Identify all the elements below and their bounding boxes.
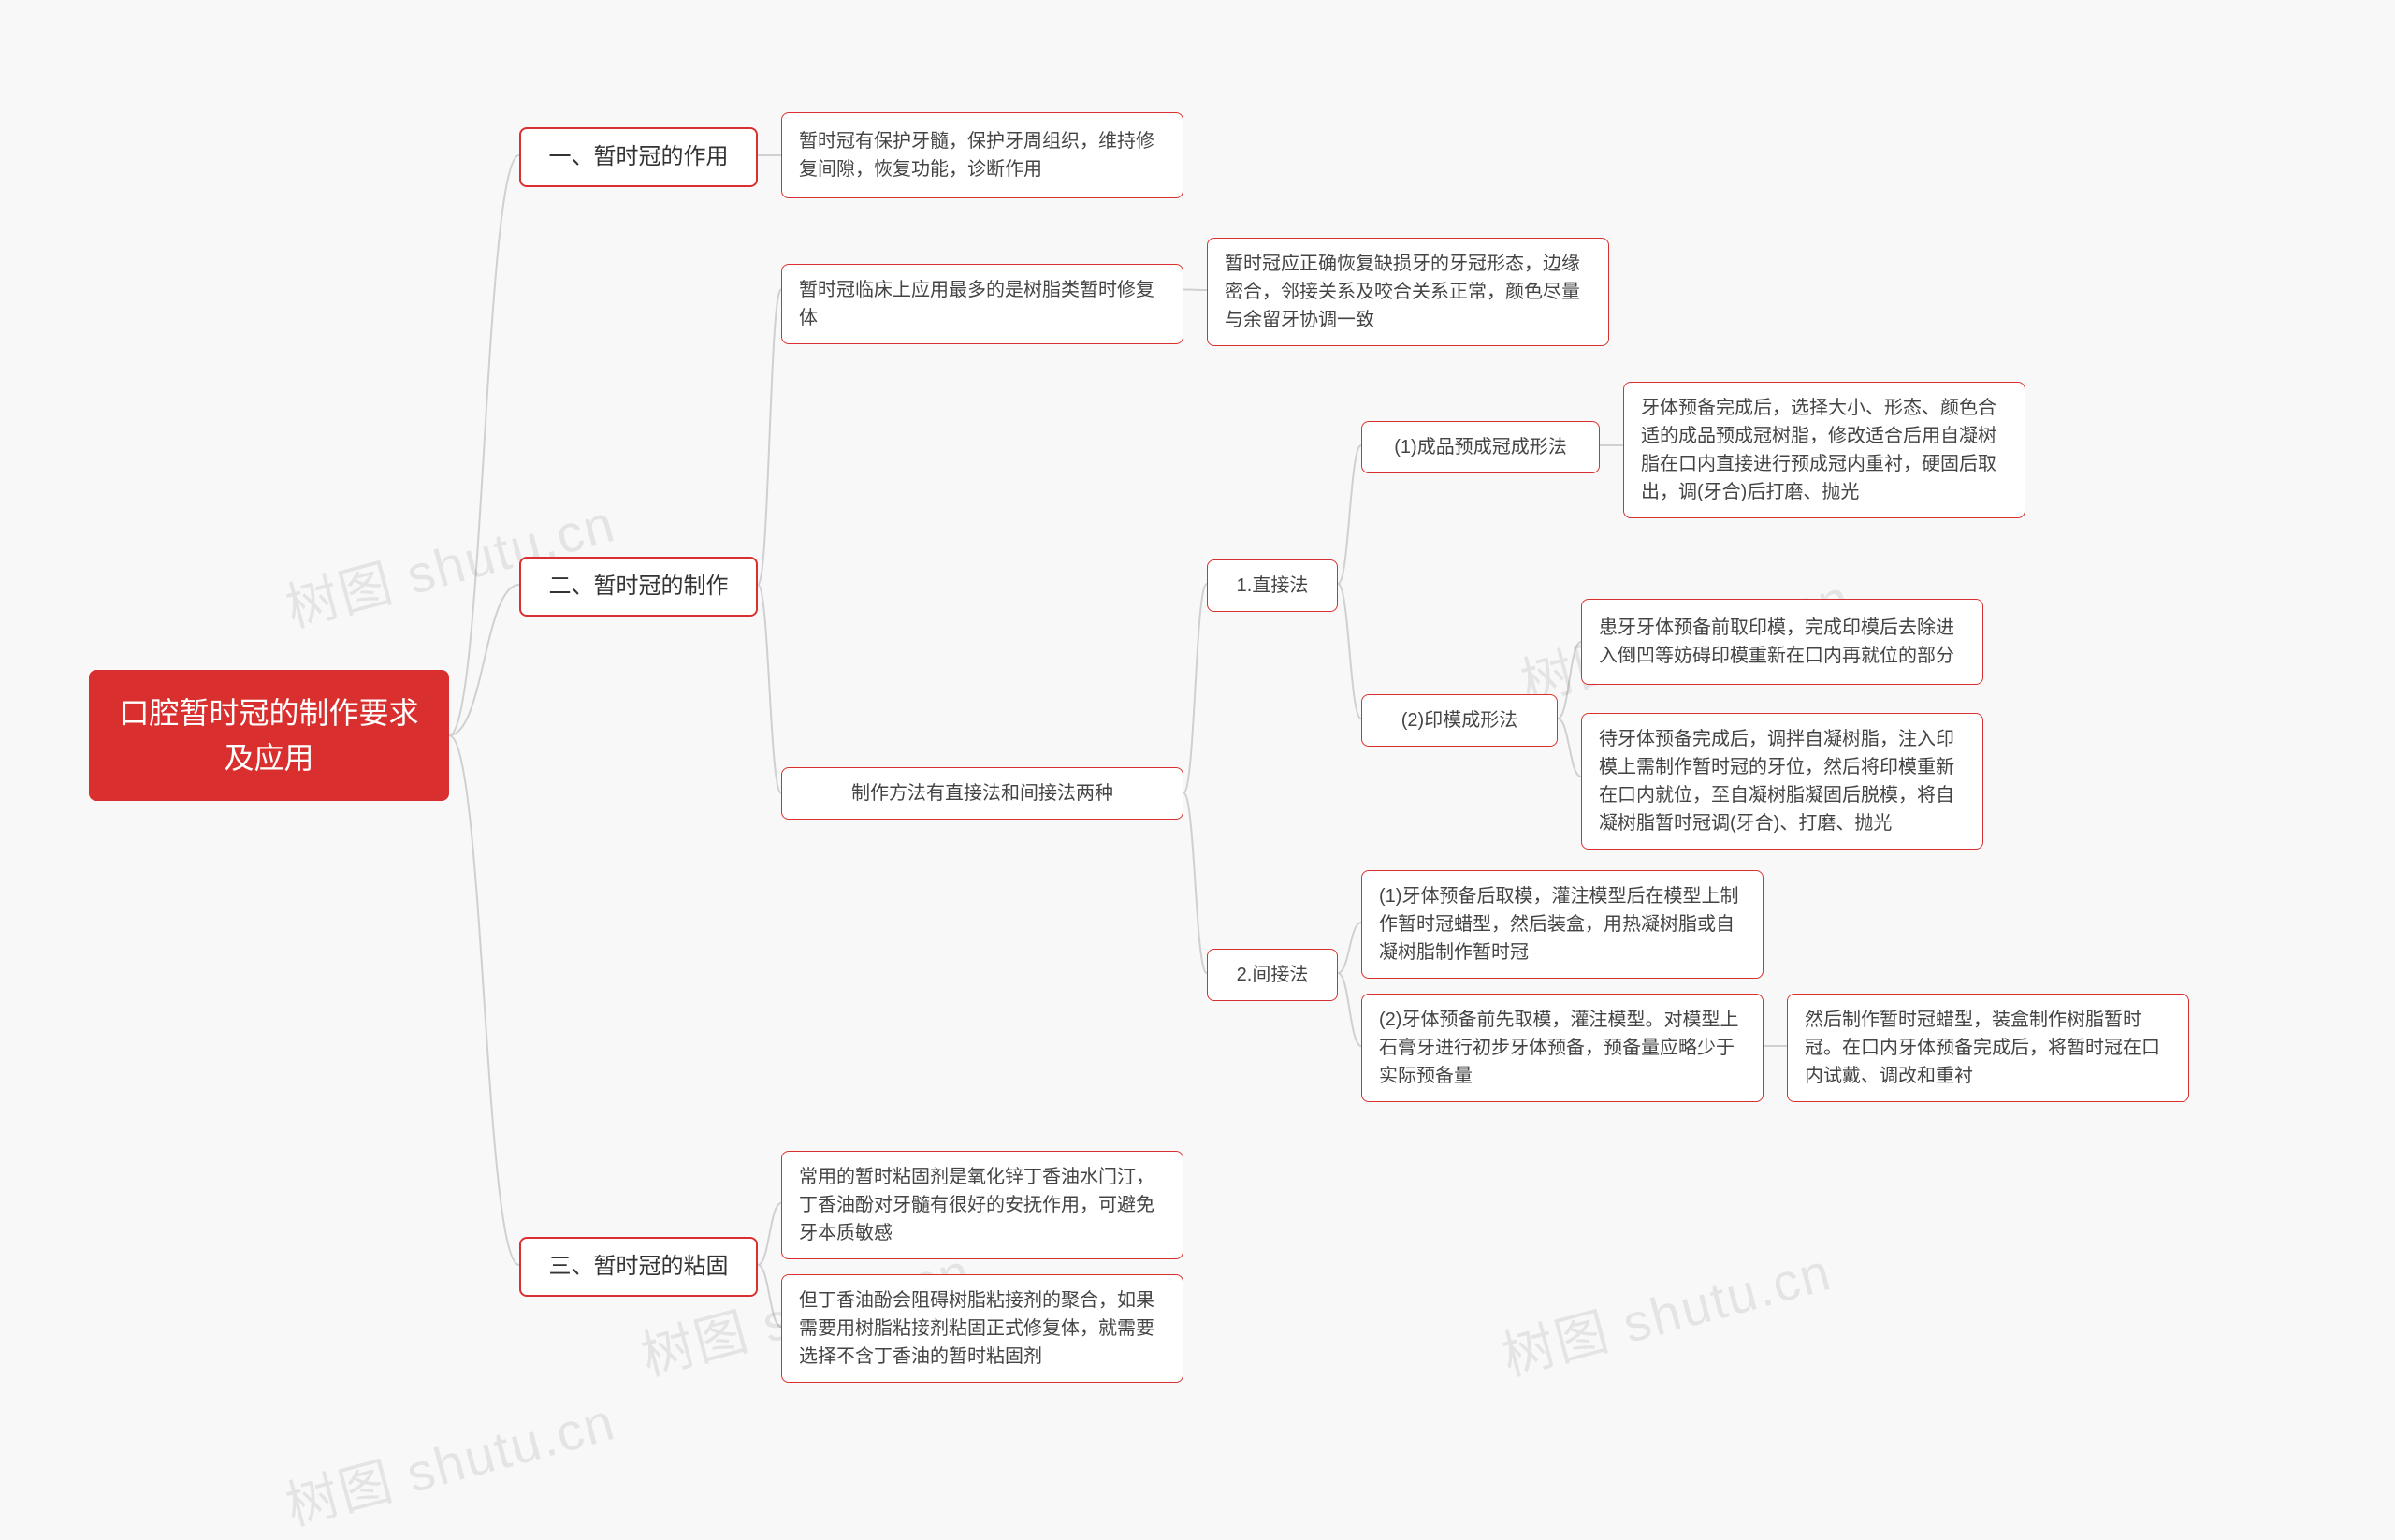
detail-node-s2a[interactable]: 暂时冠临床上应用最多的是树脂类暂时修复体 bbox=[781, 264, 1183, 344]
detail-node-m1[interactable]: 1.直接法 bbox=[1207, 559, 1338, 612]
watermark: 树图 shutu.cn bbox=[277, 1380, 623, 1540]
edge-m1b-m1b2 bbox=[1558, 719, 1581, 777]
detail-node-m2b1[interactable]: 然后制作暂时冠蜡型，装盒制作树脂暂时冠。在口内牙体预备完成后，将暂时冠在口内试戴… bbox=[1787, 994, 2189, 1102]
root-node[interactable]: 口腔暂时冠的制作要求及应用 bbox=[89, 670, 449, 801]
detail-node-m1b1[interactable]: 患牙牙体预备前取印模，完成印模后去除进入倒凹等妨碍印模重新在口内再就位的部分 bbox=[1581, 599, 1983, 685]
watermark: 树图 shutu.cn bbox=[1493, 1230, 1839, 1391]
detail-node-s3a[interactable]: 常用的暂时粘固剂是氧化锌丁香油水门汀，丁香油酚对牙髓有很好的安抚作用，可避免牙本… bbox=[781, 1151, 1183, 1259]
edge-m1-m1b bbox=[1338, 584, 1361, 719]
detail-node-m1b2[interactable]: 待牙体预备完成后，调拌自凝树脂，注入印模上需制作暂时冠的牙位，然后将印模重新在口… bbox=[1581, 713, 1983, 850]
edge-s3-s3a bbox=[758, 1203, 781, 1265]
edge-m2-m2b bbox=[1338, 973, 1361, 1046]
edge-s2b-m1 bbox=[1183, 584, 1207, 793]
edge-s2-s2a bbox=[758, 290, 781, 586]
edge-s2-s2b bbox=[758, 585, 781, 793]
edge-root-s3 bbox=[449, 735, 519, 1265]
section-node-s3[interactable]: 三、暂时冠的粘固 bbox=[519, 1237, 758, 1297]
edge-s2a-s2a1 bbox=[1183, 290, 1207, 291]
edge-m1-m1a bbox=[1338, 445, 1361, 584]
detail-node-m2b[interactable]: (2)牙体预备前先取模，灌注模型。对模型上石膏牙进行初步牙体预备，预备量应略少于… bbox=[1361, 994, 1764, 1102]
detail-node-s2b[interactable]: 制作方法有直接法和间接法两种 bbox=[781, 767, 1183, 820]
detail-node-m2a[interactable]: (1)牙体预备后取模，灌注模型后在模型上制作暂时冠蜡型，然后装盒，用热凝树脂或自… bbox=[1361, 870, 1764, 979]
detail-node-m2[interactable]: 2.间接法 bbox=[1207, 949, 1338, 1001]
edge-s3-s3b bbox=[758, 1265, 781, 1327]
detail-node-m1a[interactable]: (1)成品预成冠成形法 bbox=[1361, 421, 1600, 473]
edge-root-s1 bbox=[449, 155, 519, 735]
edge-m1b-m1b1 bbox=[1558, 642, 1581, 719]
detail-node-m1b[interactable]: (2)印模成形法 bbox=[1361, 694, 1558, 747]
section-node-s2[interactable]: 二、暂时冠的制作 bbox=[519, 557, 758, 617]
detail-node-s3b[interactable]: 但丁香油酚会阻碍树脂粘接剂的聚合，如果需要用树脂粘接剂粘固正式修复体，就需要选择… bbox=[781, 1274, 1183, 1383]
detail-node-m1a1[interactable]: 牙体预备完成后，选择大小、形态、颜色合适的成品预成冠树脂，修改适合后用自凝树脂在… bbox=[1623, 382, 2025, 518]
mindmap-canvas: 树图 shutu.cn树图 shutu.cn树图 shutu.cn树图 shut… bbox=[0, 0, 2395, 1472]
detail-node-s1a[interactable]: 暂时冠有保护牙髓，保护牙周组织，维持修复间隙，恢复功能，诊断作用 bbox=[781, 112, 1183, 198]
edge-s2b-m2 bbox=[1183, 793, 1207, 974]
edge-root-s2 bbox=[449, 585, 519, 735]
detail-node-s2a1[interactable]: 暂时冠应正确恢复缺损牙的牙冠形态，边缘密合，邻接关系及咬合关系正常，颜色尽量与余… bbox=[1207, 238, 1609, 346]
section-node-s1[interactable]: 一、暂时冠的作用 bbox=[519, 127, 758, 187]
edge-m2-m2a bbox=[1338, 923, 1361, 973]
